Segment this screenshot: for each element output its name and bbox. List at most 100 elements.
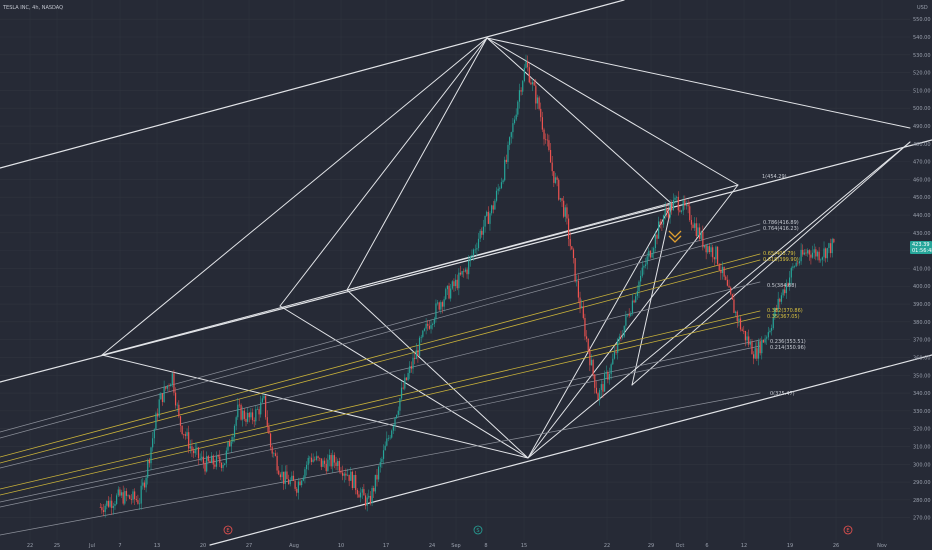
trendline[interactable] — [0, 310, 761, 490]
candle-body — [165, 386, 167, 389]
trendline[interactable] — [0, 345, 761, 508]
candle-body — [250, 412, 252, 418]
candle-body — [366, 497, 368, 506]
candle-body — [109, 500, 111, 507]
candle-body — [479, 230, 481, 239]
candle-body — [705, 245, 707, 253]
candle-body — [397, 410, 399, 415]
candle-body — [389, 437, 391, 439]
trendline[interactable] — [631, 141, 911, 386]
time-tick-label: 24 — [429, 543, 435, 549]
candle-body — [499, 188, 501, 189]
candle-body — [481, 230, 483, 235]
candle-body — [813, 249, 815, 253]
trendline[interactable] — [346, 289, 529, 459]
price-tick-label: 530.00 — [913, 53, 931, 59]
candle-body — [130, 498, 132, 500]
candle-body — [322, 460, 324, 467]
candle-body — [581, 306, 583, 308]
candle-body — [273, 453, 275, 454]
trendline[interactable] — [0, 139, 932, 383]
split-marker[interactable] — [473, 525, 483, 535]
candle-body — [346, 474, 349, 476]
candle-body — [510, 132, 512, 138]
earnings-marker-label: E — [226, 528, 229, 534]
candle-body — [459, 272, 462, 275]
candle-body — [410, 366, 412, 369]
price-tick-label: 270.00 — [913, 516, 931, 522]
candle-body — [703, 245, 706, 248]
candle-body — [829, 243, 832, 254]
candle-body — [143, 482, 146, 488]
price-tick-label: 470.00 — [913, 160, 931, 166]
fib-level-label: 0.65(403.79) — [763, 251, 796, 257]
candle-body — [201, 456, 203, 459]
candle-body — [189, 446, 191, 449]
time-tick-label: 19 — [787, 543, 793, 549]
candle-body — [531, 82, 534, 85]
candle-body — [728, 285, 730, 288]
candle-body — [152, 438, 154, 448]
trendline[interactable] — [346, 37, 488, 291]
candle-body — [587, 338, 589, 351]
price-tick-label: 430.00 — [913, 231, 931, 237]
candle-body — [566, 207, 568, 219]
trendline[interactable] — [0, 281, 761, 469]
candle-body — [186, 432, 188, 436]
candle-body — [114, 503, 116, 506]
trendline[interactable] — [631, 203, 673, 386]
candle-body — [278, 470, 280, 475]
candle-body — [176, 404, 178, 406]
candle-body — [286, 471, 288, 480]
candle-body — [463, 271, 465, 272]
trendline[interactable] — [101, 37, 488, 356]
candle-body — [451, 281, 453, 289]
candle-body — [753, 354, 755, 359]
candle-body — [504, 159, 506, 181]
trendline[interactable] — [486, 37, 673, 205]
candle-body — [338, 461, 340, 471]
candle-body — [174, 392, 177, 406]
candle-body — [720, 270, 722, 274]
candle-body — [291, 475, 293, 480]
trendline[interactable] — [0, 223, 761, 433]
time-tick-label: Sep — [451, 543, 460, 549]
candle-body — [371, 487, 373, 504]
candle-body — [456, 279, 458, 289]
trendline[interactable] — [0, 339, 761, 503]
trendline[interactable] — [279, 37, 488, 307]
candle-body — [626, 314, 629, 316]
candle-body — [211, 455, 213, 463]
trendline[interactable] — [101, 354, 529, 459]
candle-body — [802, 249, 804, 255]
trendline[interactable] — [0, 229, 761, 439]
candle-body — [715, 246, 717, 260]
candle-body — [513, 119, 516, 124]
candle-body — [134, 491, 136, 500]
trendline[interactable] — [279, 305, 529, 459]
earnings-marker[interactable] — [843, 525, 853, 535]
fib-level-label: 0(325.47) — [770, 391, 795, 397]
trendline[interactable] — [486, 37, 911, 129]
earnings-marker[interactable] — [223, 525, 233, 535]
candle-body — [664, 208, 666, 216]
trendline[interactable] — [209, 354, 932, 546]
candle-body — [779, 298, 781, 302]
trendline[interactable] — [0, 259, 761, 464]
trendline[interactable] — [486, 37, 739, 186]
price-tick-label: 540.00 — [913, 35, 931, 41]
candle-body — [782, 289, 784, 296]
candle-body — [739, 318, 742, 330]
candle-body — [784, 289, 786, 294]
trendline[interactable] — [527, 141, 911, 459]
candle-body — [638, 281, 640, 292]
trendline[interactable] — [0, 316, 761, 496]
trendline[interactable] — [0, 253, 761, 458]
trendline[interactable] — [0, 0, 625, 169]
trendline[interactable] — [527, 203, 673, 459]
price-tick-label: 340.00 — [913, 391, 931, 397]
candle-body — [310, 457, 313, 462]
candle-body — [821, 257, 823, 260]
